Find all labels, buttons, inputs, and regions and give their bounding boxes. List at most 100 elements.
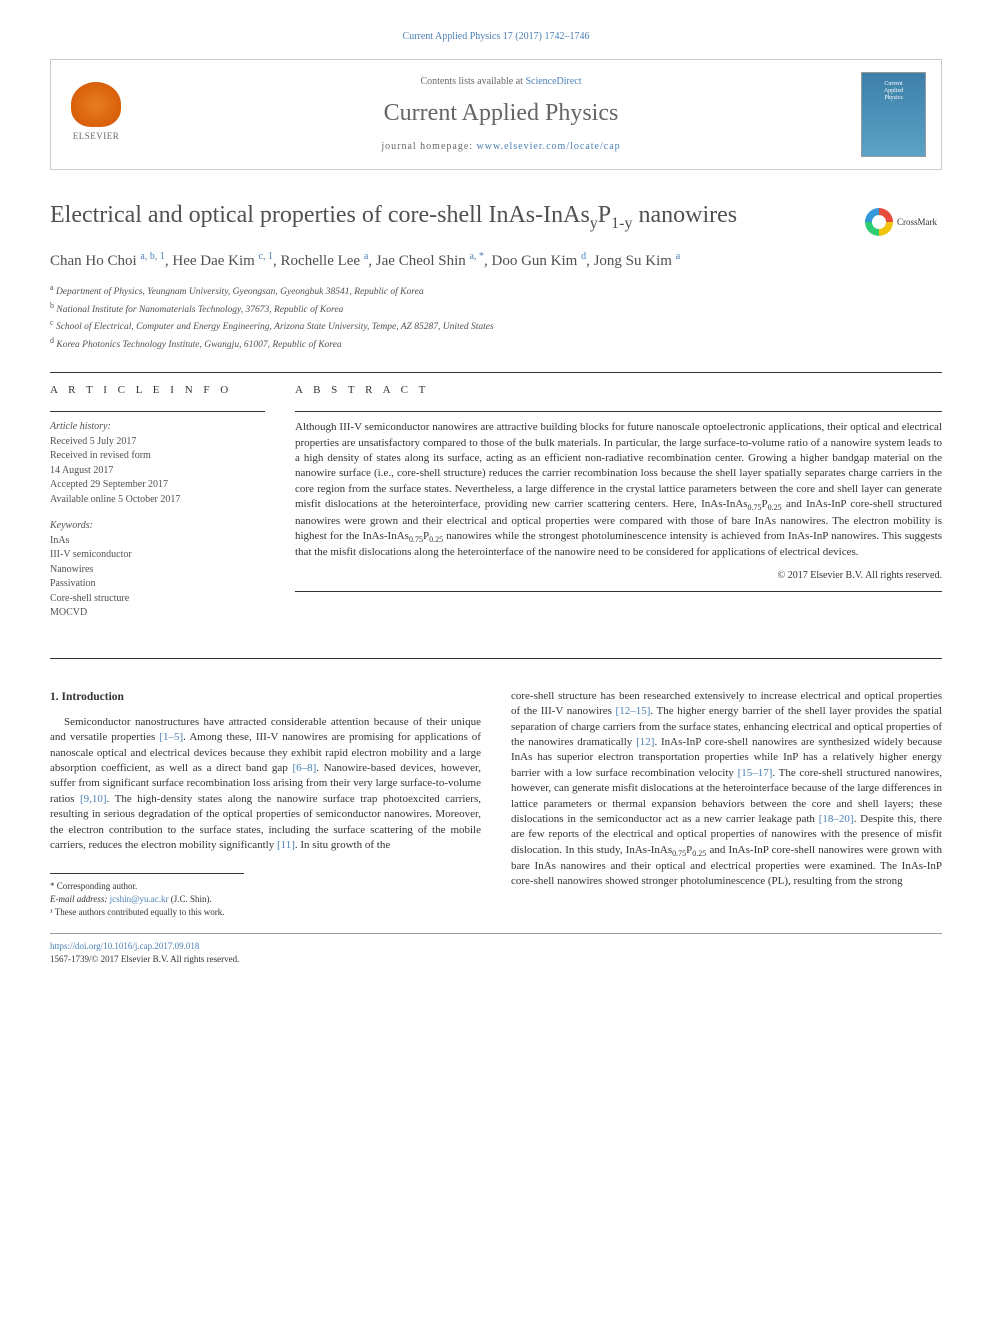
author: Jae Cheol Shin [376,253,466,269]
author-sup[interactable]: a, b, 1 [140,251,164,262]
homepage-link[interactable]: www.elsevier.com/locate/cap [477,141,621,152]
journal-name: Current Applied Physics [141,97,861,131]
history-block: Article history: Received 5 July 2017 Re… [50,420,265,507]
ref-link[interactable]: [9,10] [80,793,107,805]
author: Doo Gun Kim [492,253,578,269]
title-sub1: y [590,215,598,232]
cover-line1: Current [884,81,902,88]
keyword: Nanowires [50,563,265,578]
elsevier-tree-icon [71,82,121,127]
divider [50,372,942,373]
abs-sub: 0.75 [409,535,423,544]
title-mid: P [598,202,611,228]
ref-link[interactable]: [18–20] [819,813,854,825]
aff-sup: a [50,283,54,292]
history-line: Received in revised form [50,449,265,464]
ref-link[interactable]: [12] [636,736,654,748]
author-sup[interactable]: a [364,251,368,262]
history-line: 14 August 2017 [50,464,265,479]
ref-link[interactable]: [15–17] [738,767,773,779]
cover-line3: Physics [884,95,902,102]
thin-rule [295,591,942,592]
info-abstract-row: A R T I C L E I N F O Article history: R… [50,383,942,633]
keyword: III-V semiconductor [50,548,265,563]
page-footer: https://doi.org/10.1016/j.cap.2017.09.01… [50,933,942,965]
keyword: Passivation [50,577,265,592]
affiliation: a Department of Physics, Yeungnam Univer… [50,282,942,299]
intro-paragraph: Semiconductor nanostructures have attrac… [50,715,481,854]
abstract-label: A B S T R A C T [295,383,942,403]
elsevier-logo: ELSEVIER [66,82,126,147]
article-info-label: A R T I C L E I N F O [50,383,265,403]
corr-author-note: * Corresponding author. [50,880,244,893]
title-post: nanowires [632,202,737,228]
abstract-col: A B S T R A C T Although III-V semicondu… [295,383,942,633]
affiliation: b National Institute for Nanomaterials T… [50,300,942,317]
aff-text: School of Electrical, Computer and Energ… [56,322,494,332]
crossmark-icon [865,208,893,236]
body-sub: 0.25 [692,849,706,858]
aff-text: Department of Physics, Yeungnam Universi… [56,287,424,297]
history-line: Accepted 29 September 2017 [50,478,265,493]
email-line: E-mail address: jcshin@yu.ac.kr (J.C. Sh… [50,893,244,906]
body-columns: 1. Introduction Semiconductor nanostruct… [50,689,942,918]
abstract-copyright: © 2017 Elsevier B.V. All rights reserved… [295,569,942,583]
intro-heading: 1. Introduction [50,689,481,705]
intro-paragraph-cont: core-shell structure has been researched… [511,689,942,890]
body-text: . In situ growth of the [295,839,390,851]
ref-link[interactable]: [6–8] [292,762,316,774]
header-center: Contents lists available at ScienceDirec… [141,75,861,155]
title-pre: Electrical and optical properties of cor… [50,202,590,228]
abs-sub: 0.25 [768,503,782,512]
journal-cover-thumb: Current Applied Physics [861,72,926,157]
keyword: MOCVD [50,606,265,621]
thin-rule [50,411,265,412]
history-label: Article history: [50,420,265,435]
thin-rule [295,411,942,412]
doi-link[interactable]: https://doi.org/10.1016/j.cap.2017.09.01… [50,941,199,951]
author: Jong Su Kim [594,253,672,269]
body-col-left: 1. Introduction Semiconductor nanostruct… [50,689,481,918]
body-sub: 0.75 [672,849,686,858]
aff-sup: b [50,301,54,310]
footnotes: * Corresponding author. E-mail address: … [50,873,244,918]
aff-text: Korea Photonics Technology Institute, Gw… [56,340,341,350]
sciencedirect-link[interactable]: ScienceDirect [525,76,581,87]
aff-sup: c [50,318,54,327]
author-sup[interactable]: a [676,251,680,262]
affiliation: c School of Electrical, Computer and Ene… [50,317,942,334]
ref-link[interactable]: [12–15] [616,705,651,717]
author: Rochelle Lee [281,253,361,269]
crossmark-label: CrossMark [897,216,937,229]
title-sub2: 1-y [611,215,632,232]
history-line: Received 5 July 2017 [50,435,265,450]
crossmark-badge[interactable]: CrossMark [865,208,937,236]
email-label: E-mail address: [50,894,110,904]
email-suffix: (J.C. Shin). [168,894,211,904]
divider [50,658,942,659]
body-col-right: core-shell structure has been researched… [511,689,942,918]
history-line: Available online 5 October 2017 [50,493,265,508]
homepage-prefix: journal homepage: [381,141,476,152]
homepage-line: journal homepage: www.elsevier.com/locat… [141,140,861,154]
affiliation: d Korea Photonics Technology Institute, … [50,335,942,352]
ref-link[interactable]: [1–5] [159,731,183,743]
abs-sub: 0.75 [748,503,762,512]
body-text: . The high-density states along the nano… [50,793,481,851]
abs-sub: 0.25 [429,535,443,544]
aff-sup: d [50,336,54,345]
abs-part: Although III-V semiconductor nanowires a… [295,421,942,510]
author-sup[interactable]: c, 1 [259,251,273,262]
equal-contrib-note: ¹ These authors contributed equally to t… [50,906,244,919]
author: Chan Ho Choi [50,253,137,269]
issn-copyright: 1567-1739/© 2017 Elsevier B.V. All right… [50,953,942,966]
elsevier-label: ELSEVIER [73,130,120,143]
contents-line: Contents lists available at ScienceDirec… [141,75,861,89]
cover-line2: Applied [884,88,903,95]
ref-link[interactable]: [11] [277,839,295,851]
author-sup[interactable]: d [581,251,586,262]
keywords-block: Keywords: InAs III-V semiconductor Nanow… [50,519,265,621]
article-info-col: A R T I C L E I N F O Article history: R… [50,383,265,633]
author-sup[interactable]: a, * [470,251,484,262]
email-link[interactable]: jcshin@yu.ac.kr [110,894,169,904]
